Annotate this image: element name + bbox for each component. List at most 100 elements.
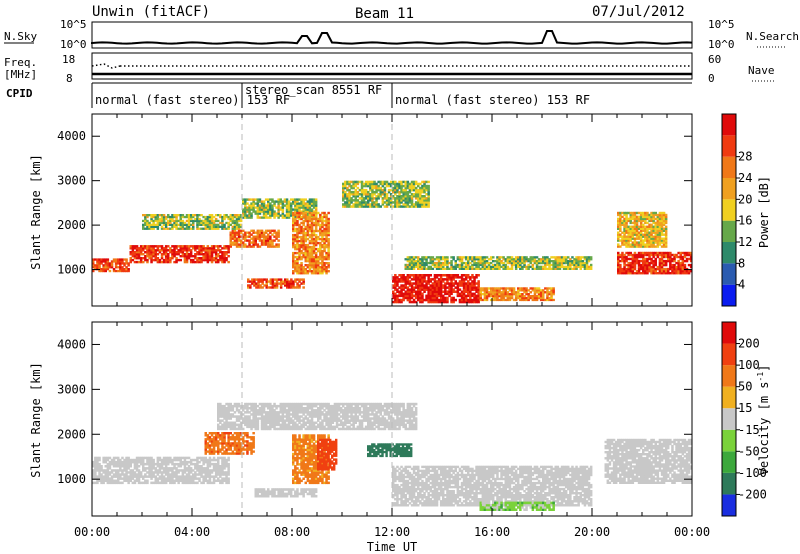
data-cell bbox=[387, 188, 391, 192]
data-cell bbox=[556, 260, 560, 263]
data-cell bbox=[494, 265, 497, 268]
data-cell bbox=[256, 204, 260, 207]
data-cell bbox=[437, 256, 441, 259]
data-cell bbox=[321, 235, 324, 239]
data-cell bbox=[689, 263, 693, 267]
data-cell bbox=[227, 432, 230, 435]
data-cell bbox=[156, 215, 160, 219]
data-cell bbox=[298, 198, 301, 201]
data-cell bbox=[621, 241, 624, 244]
data-cell bbox=[421, 258, 424, 261]
data-cell bbox=[179, 460, 182, 464]
data-cell bbox=[123, 269, 126, 273]
data-cell bbox=[321, 233, 324, 237]
data-cell bbox=[317, 219, 320, 223]
data-cell bbox=[633, 257, 637, 261]
data-cell bbox=[206, 434, 210, 437]
data-cell bbox=[362, 201, 366, 204]
data-cell bbox=[269, 206, 272, 209]
data-cell bbox=[277, 200, 280, 203]
data-cell bbox=[223, 442, 226, 445]
data-region bbox=[142, 214, 243, 230]
data-cell bbox=[125, 467, 128, 470]
data-cell bbox=[652, 213, 655, 217]
data-cell bbox=[292, 286, 295, 289]
data-cell bbox=[269, 243, 272, 246]
data-cell bbox=[652, 221, 655, 225]
data-cell bbox=[685, 257, 689, 261]
data-cell bbox=[139, 481, 143, 485]
data-cell bbox=[323, 268, 326, 271]
data-cell bbox=[277, 239, 280, 242]
data-cell bbox=[627, 251, 630, 255]
data-cell bbox=[129, 479, 132, 482]
data-cell bbox=[317, 211, 320, 215]
data-cell bbox=[296, 255, 299, 259]
data-cell bbox=[173, 245, 176, 248]
data-cell bbox=[214, 227, 218, 230]
data-cell bbox=[231, 450, 235, 453]
data-cell bbox=[271, 214, 274, 217]
nsearch-label: N.Search bbox=[746, 30, 799, 43]
data-cell bbox=[294, 198, 297, 201]
data-cell bbox=[212, 469, 216, 472]
data-cell bbox=[133, 247, 137, 250]
data-cell bbox=[117, 458, 120, 462]
data-cell bbox=[283, 216, 287, 219]
data-cell bbox=[294, 266, 297, 269]
data-cell bbox=[506, 258, 510, 261]
data-cell bbox=[531, 267, 535, 270]
data-cell bbox=[221, 219, 224, 223]
data-cell bbox=[425, 288, 428, 291]
data-cell bbox=[179, 247, 182, 250]
data-cell bbox=[585, 267, 589, 270]
data-cell bbox=[314, 237, 318, 241]
data-cell bbox=[239, 223, 243, 226]
data-cell bbox=[533, 267, 537, 270]
data-cell bbox=[135, 475, 139, 478]
data-cell bbox=[473, 286, 476, 289]
data-cell bbox=[383, 186, 387, 190]
data-cell bbox=[250, 198, 253, 201]
data-cell bbox=[294, 259, 297, 263]
data-cell bbox=[442, 274, 445, 277]
data-cell bbox=[625, 215, 628, 219]
data-cell bbox=[352, 203, 355, 206]
data-cell bbox=[225, 475, 228, 478]
data-cell bbox=[637, 265, 641, 269]
data-cell bbox=[267, 280, 270, 283]
data-cell bbox=[252, 206, 255, 209]
data-cell bbox=[467, 280, 470, 283]
data-cell bbox=[423, 280, 426, 283]
data-cell bbox=[648, 255, 651, 259]
data-cell bbox=[462, 298, 466, 302]
data-cell bbox=[487, 287, 491, 290]
data-cell bbox=[492, 296, 495, 300]
data-cell bbox=[244, 204, 247, 207]
data-cell bbox=[423, 278, 426, 281]
data-cell bbox=[325, 215, 328, 219]
data-cell bbox=[410, 258, 414, 261]
data-cell bbox=[475, 298, 478, 302]
data-cell bbox=[312, 223, 316, 227]
data-cell bbox=[623, 261, 626, 265]
data-cell bbox=[435, 274, 439, 277]
data-cell bbox=[249, 286, 252, 289]
data-cell bbox=[658, 227, 662, 230]
data-cell bbox=[108, 465, 112, 468]
data-cell bbox=[221, 258, 224, 262]
data-cell bbox=[302, 221, 305, 225]
data-cell bbox=[187, 249, 191, 252]
data-cell bbox=[517, 291, 520, 294]
data-cell bbox=[323, 257, 326, 261]
data-cell bbox=[417, 260, 420, 263]
data-cell bbox=[398, 190, 401, 194]
data-cell bbox=[325, 243, 328, 247]
data-cell bbox=[223, 258, 226, 262]
data-cell bbox=[404, 180, 407, 184]
data-cell bbox=[214, 253, 218, 256]
data-cell bbox=[433, 288, 437, 291]
data-cell bbox=[646, 215, 649, 219]
data-cell bbox=[302, 198, 305, 201]
data-cell bbox=[542, 289, 545, 292]
